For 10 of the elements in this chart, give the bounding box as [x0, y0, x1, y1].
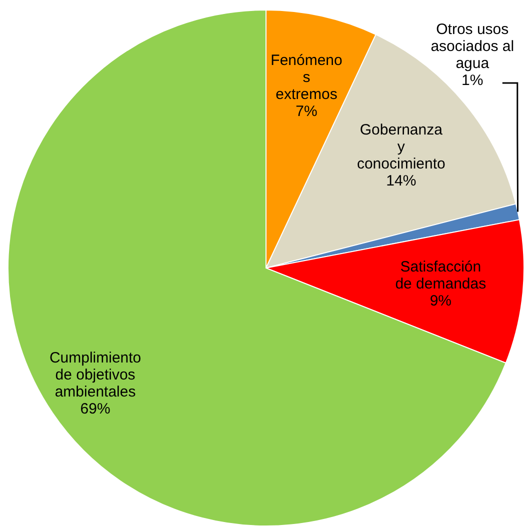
data-label: 1% [462, 72, 484, 89]
slice-label: Satisfacción de demandas [395, 258, 486, 292]
data-label: 7% [296, 103, 318, 120]
data-label: 14% [386, 172, 416, 190]
data-label: 9% [430, 292, 452, 310]
slice-label: Otros usos asociados al agua [430, 20, 514, 72]
data-label: 69% [80, 400, 110, 418]
slice-label: Cumplimiento de objetivos ambientales [49, 349, 142, 400]
slice-label: Fenómenos extremos [270, 52, 342, 104]
slice-label: Gobernanza y conocimiento [356, 122, 446, 173]
